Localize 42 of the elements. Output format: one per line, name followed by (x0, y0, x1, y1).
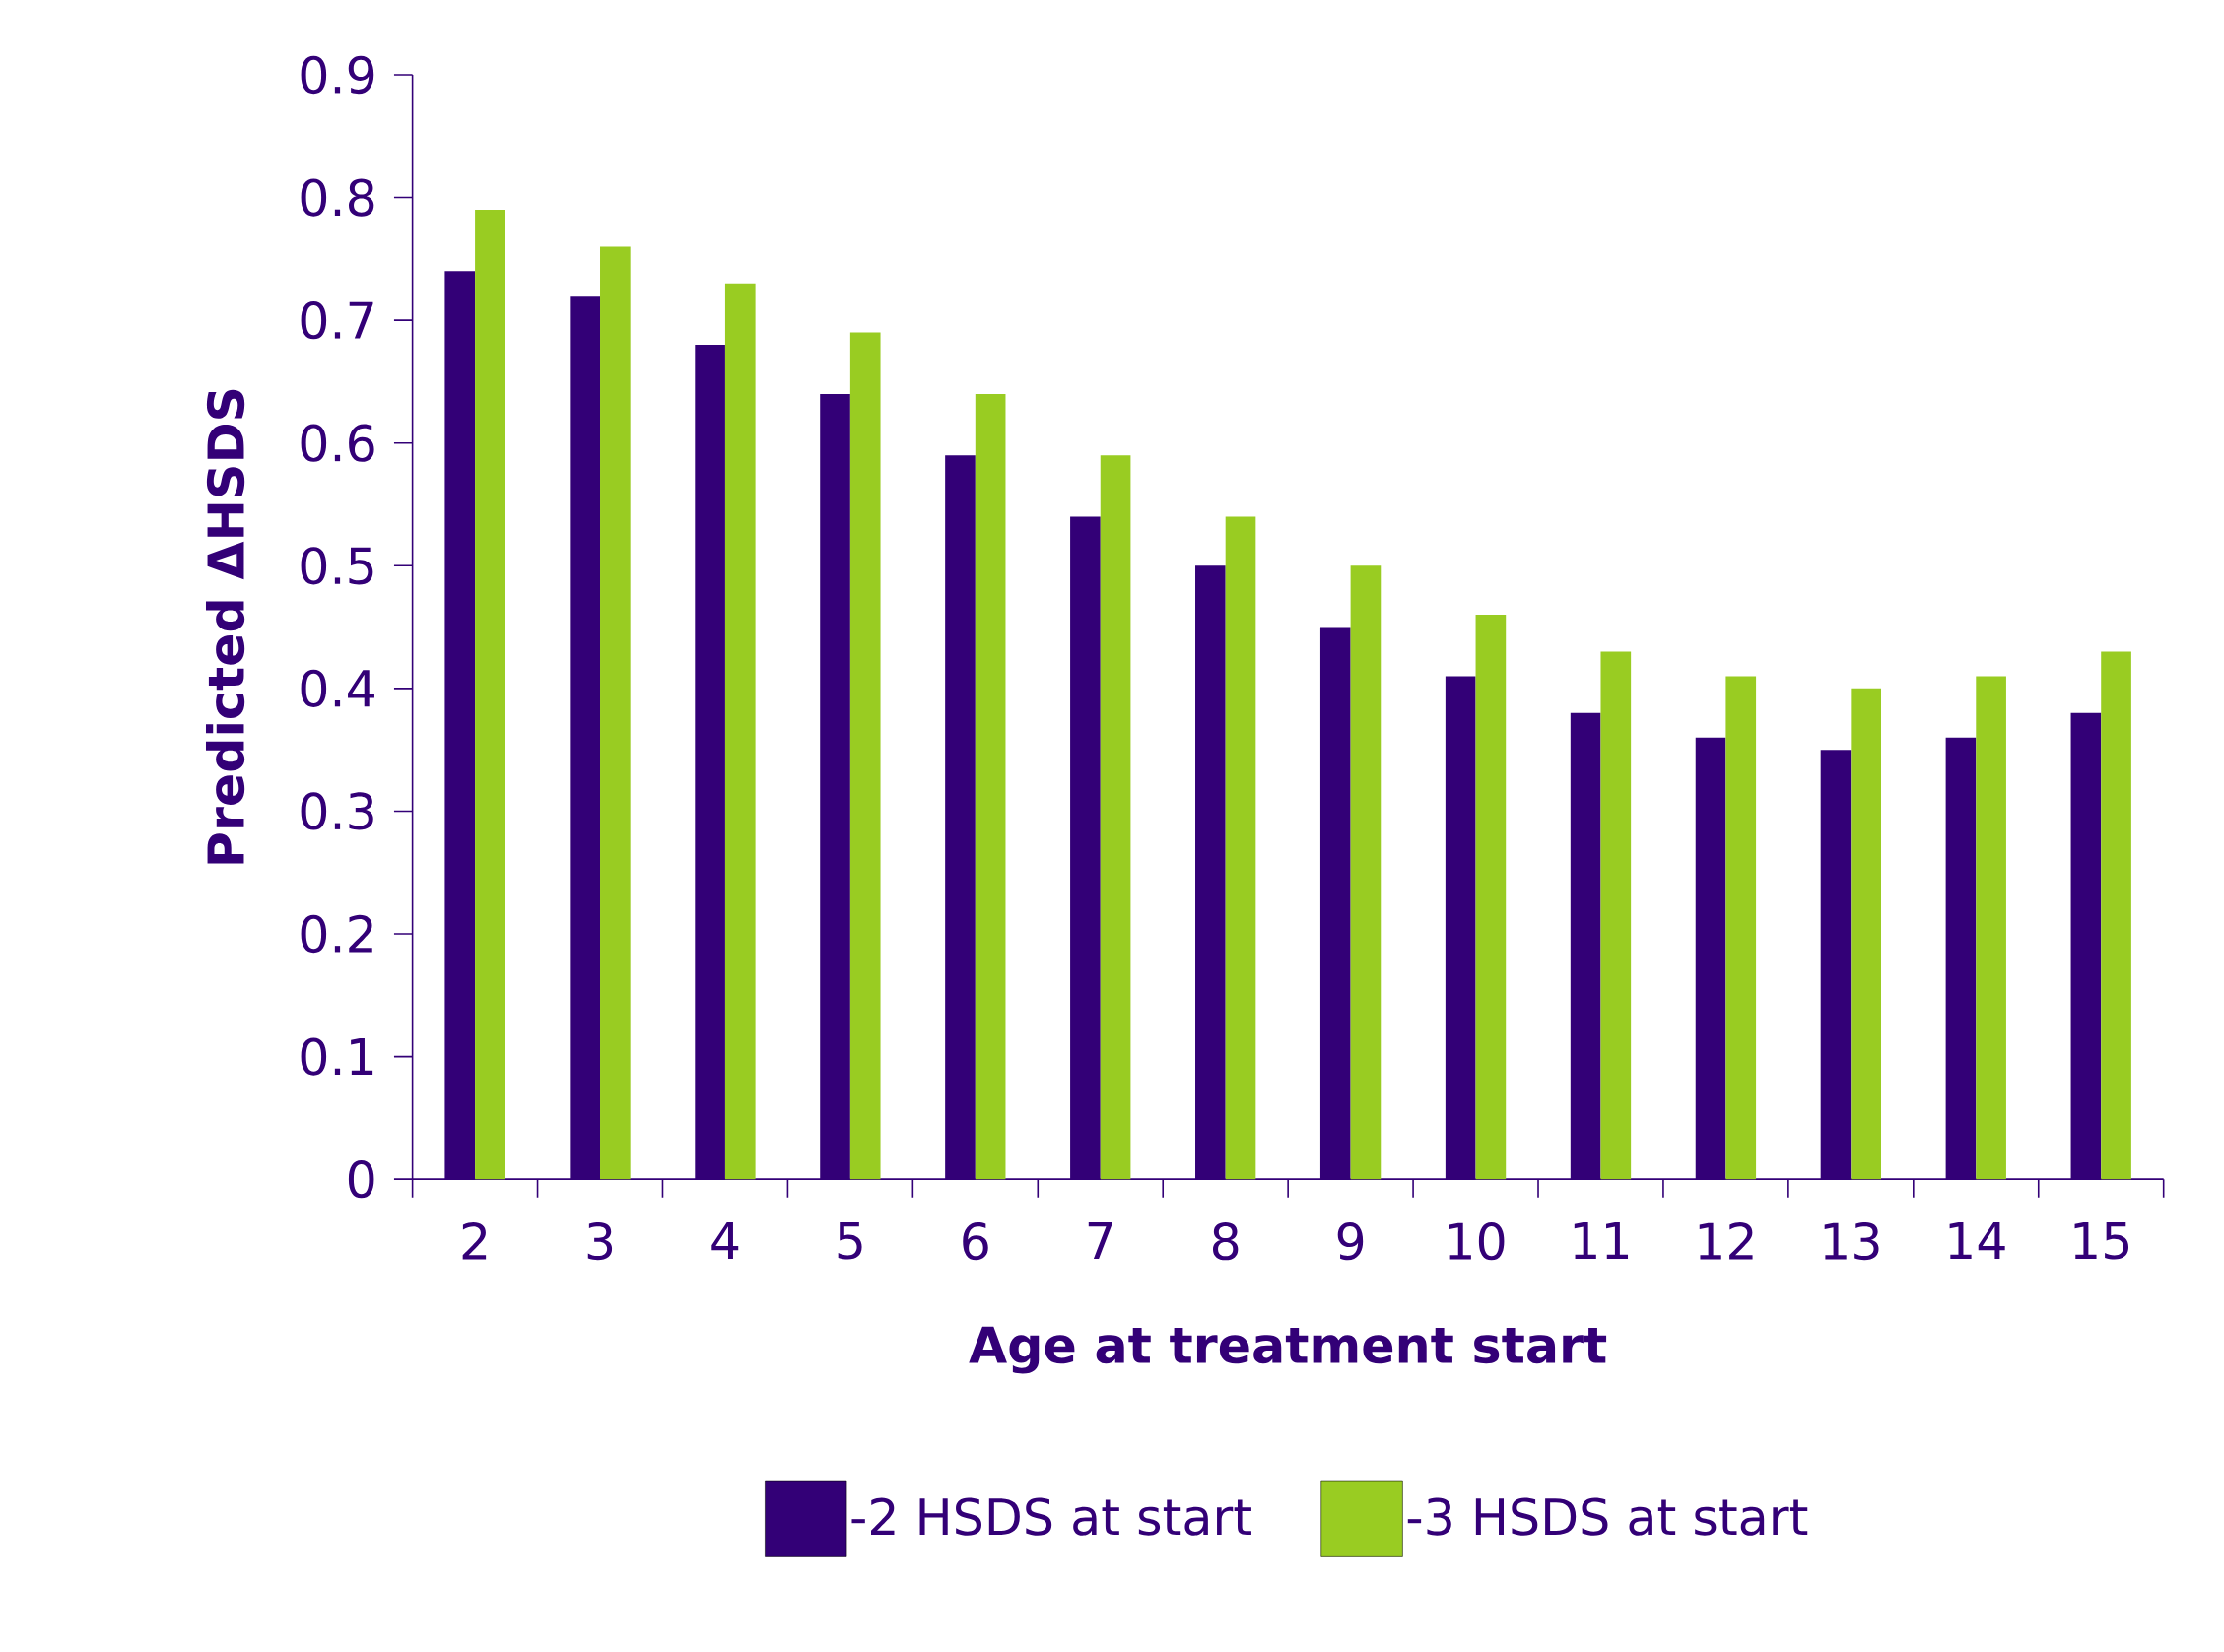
x-tick-label: 15 (2074, 1222, 2129, 1260)
y-axis-title: Predicted ΔHSDS (205, 389, 245, 864)
legend-label: -3 HSDS at start (1407, 1497, 1808, 1536)
bar (2101, 651, 2131, 1180)
x-tick-label: 7 (1088, 1222, 1112, 1259)
x-tick-label: 4 (711, 1222, 739, 1259)
bar (975, 393, 1006, 1180)
legend-label: -2 HSDS at start (851, 1497, 1251, 1536)
y-tick-label: 0.1 (301, 1037, 373, 1076)
x-tick-label: 6 (963, 1222, 988, 1261)
bar (1100, 455, 1131, 1180)
bar (1225, 516, 1256, 1180)
bar (1976, 676, 2006, 1180)
bar (1475, 615, 1507, 1180)
x-tick-label: 5 (838, 1222, 862, 1260)
x-tick-label: 13 (1824, 1222, 1879, 1261)
y-tick-label: 0.6 (301, 424, 374, 462)
y-tick-label: 0.3 (301, 792, 373, 830)
y-tick-label: 0.5 (301, 547, 373, 585)
bar (1851, 688, 1882, 1180)
y-tick-label: 0.2 (301, 914, 372, 954)
x-tick-label: 11 (1574, 1222, 1629, 1259)
y-tick-label: 0.4 (301, 669, 374, 707)
x-tick-label: 14 (1949, 1222, 2005, 1259)
x-tick-label: 9 (1337, 1222, 1364, 1261)
bar (849, 332, 881, 1180)
bar (1600, 651, 1632, 1180)
x-axis-title: Age at treatment start (969, 1326, 1607, 1374)
x-tick-label: 2 (462, 1222, 487, 1260)
bar (1350, 565, 1382, 1180)
bar (475, 209, 505, 1180)
bar (600, 246, 631, 1180)
y-tick-label: 0.9 (301, 55, 374, 95)
x-tick-label: 3 (587, 1222, 613, 1261)
y-tick-label: 0.7 (301, 300, 373, 340)
x-tick-label: 10 (1449, 1222, 1505, 1261)
y-tick-label: 0.8 (301, 178, 374, 217)
x-tick-label: 8 (1212, 1222, 1239, 1261)
x-tick-label: 12 (1699, 1222, 1753, 1260)
y-tick-label: 0 (348, 1159, 374, 1199)
bar (1725, 676, 1757, 1180)
bar (724, 283, 756, 1180)
